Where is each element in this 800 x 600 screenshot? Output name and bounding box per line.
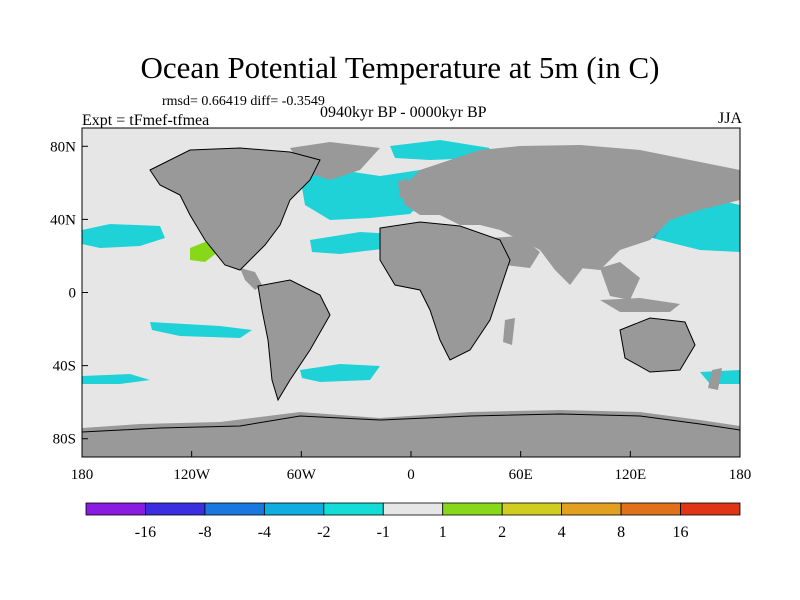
landmass-uk xyxy=(398,178,410,198)
colorbar-swatch xyxy=(204,502,265,516)
landmass-eurasia xyxy=(400,145,740,270)
cool-anomaly-southern-atlantic xyxy=(300,364,380,382)
period-label: 0940kyr BP - 0000kyr BP xyxy=(320,104,487,121)
colorbar-label: 4 xyxy=(558,524,566,541)
colorbar-swatch xyxy=(442,502,503,516)
colorbar-label: 1 xyxy=(439,524,447,541)
landmass-central-america xyxy=(240,268,262,290)
colorbar-swatch xyxy=(561,502,622,516)
experiment-label: Expt = tFmef-tfmea xyxy=(82,112,210,129)
colorbar-swatch xyxy=(263,502,325,516)
lat-tick-label: 0 xyxy=(69,286,77,302)
lat-tick-label: 80S xyxy=(53,432,76,448)
landmass-greenland xyxy=(290,142,380,180)
coastlines xyxy=(82,147,740,433)
landmass-indonesia xyxy=(600,298,680,312)
colorbar-swatch xyxy=(680,502,741,516)
land-masses xyxy=(82,142,740,457)
colorbar-swatch xyxy=(501,502,563,516)
colorbar: -16 -8 -4 -2 -1 1 2 4 8 16 xyxy=(85,502,741,541)
season-label: JJA xyxy=(717,110,742,127)
landmass-india xyxy=(540,250,585,285)
colorbar-label: -1 xyxy=(377,524,390,541)
lat-tick-label: 80N xyxy=(50,139,76,155)
cool-anomaly-south-pacific-west xyxy=(82,374,150,384)
lat-tick-label: 40N xyxy=(50,212,76,228)
colorbar-label: 2 xyxy=(498,524,506,541)
colorbar-label: -8 xyxy=(198,524,211,541)
colorbar-swatch xyxy=(145,502,206,516)
lon-tick-label: 60E xyxy=(509,467,533,483)
plot-title: Ocean Potential Temperature at 5m (in C) xyxy=(140,50,660,85)
cool-anomaly-southern-pacific xyxy=(150,322,252,338)
lon-tick-label: 0 xyxy=(407,467,415,483)
colorbar-label: 8 xyxy=(617,524,625,541)
colorbar-swatch xyxy=(85,502,146,516)
colorbar-label: -4 xyxy=(258,524,271,541)
landmass-south-america xyxy=(258,280,330,400)
longitude-axis: 180 120W 60W 0 60E 120E 180 xyxy=(71,451,752,483)
lat-tick-label: 40S xyxy=(53,359,76,375)
cool-anomaly-north-pacific xyxy=(82,224,165,248)
colorbar-label: 16 xyxy=(673,524,689,541)
colorbar-swatch xyxy=(323,502,384,516)
lon-tick-label: 60W xyxy=(287,467,317,483)
landmass-new-zealand xyxy=(708,368,722,390)
colorbar-swatch xyxy=(620,502,681,516)
landmass-africa xyxy=(380,222,510,360)
colorbar-label: -16 xyxy=(135,524,156,541)
cool-anomaly-gulf-stream xyxy=(310,232,395,254)
lon-tick-label: 180 xyxy=(729,467,752,483)
latitude-axis: 80N 40N 0 40S 80S xyxy=(50,139,88,448)
lon-tick-label: 120W xyxy=(173,467,211,483)
landmass-australia xyxy=(620,318,695,372)
landmass-madagascar xyxy=(503,318,515,345)
landmass-southeast-asia xyxy=(600,262,640,300)
colorbar-label: -2 xyxy=(317,524,330,541)
landmass-north-america xyxy=(150,148,320,270)
colorbar-swatch xyxy=(382,502,444,516)
rmsd-diff-stats: rmsd= 0.66419 diff= -0.3549 xyxy=(162,94,325,109)
landmass-antarctica xyxy=(82,410,740,457)
landmass-japan xyxy=(648,210,662,234)
lon-tick-label: 120E xyxy=(614,467,646,483)
lon-tick-label: 180 xyxy=(71,467,94,483)
